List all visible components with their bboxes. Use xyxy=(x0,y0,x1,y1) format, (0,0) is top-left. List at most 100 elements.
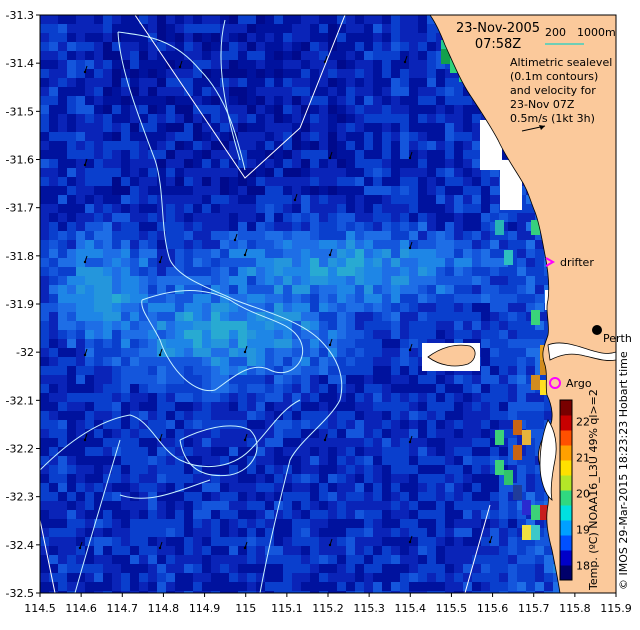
sst-cell xyxy=(49,249,58,258)
sst-cell xyxy=(310,510,319,519)
sst-cell xyxy=(274,141,283,150)
sst-cell xyxy=(256,114,265,123)
sst-cell xyxy=(76,114,85,123)
sst-cell xyxy=(103,141,112,150)
sst-cell xyxy=(220,105,229,114)
sst-cell xyxy=(58,555,67,564)
sst-cell xyxy=(76,555,85,564)
sst-cell xyxy=(85,267,94,276)
sst-cell xyxy=(409,24,418,33)
sst-cell xyxy=(418,186,427,195)
sst-cell xyxy=(112,519,121,528)
sst-cell xyxy=(274,24,283,33)
sst-cell xyxy=(292,150,301,159)
sst-cell xyxy=(364,357,373,366)
sst-cell xyxy=(175,78,184,87)
sst-cell xyxy=(454,195,463,204)
sst-cell xyxy=(121,357,130,366)
sst-cell xyxy=(319,384,328,393)
sst-cell xyxy=(193,150,202,159)
sst-cell xyxy=(373,15,382,24)
sst-cell xyxy=(256,231,265,240)
sst-cell xyxy=(409,15,418,24)
sst-cell xyxy=(175,429,184,438)
sst-cell xyxy=(256,438,265,447)
sst-cell xyxy=(373,330,382,339)
sst-cell xyxy=(508,510,517,519)
sst-cell xyxy=(274,429,283,438)
sst-cell xyxy=(364,474,373,483)
sst-cell xyxy=(391,510,400,519)
sst-cell xyxy=(58,33,67,42)
sst-cell xyxy=(400,213,409,222)
sst-cell xyxy=(175,42,184,51)
sst-cell xyxy=(139,60,148,69)
sst-cell xyxy=(103,456,112,465)
sst-cell xyxy=(166,375,175,384)
sst-cell xyxy=(445,78,454,87)
sst-cell xyxy=(103,15,112,24)
sst-cell xyxy=(265,411,274,420)
sst-cell xyxy=(400,60,409,69)
sst-cell xyxy=(526,573,535,582)
sst-cell xyxy=(283,456,292,465)
sst-cell xyxy=(193,87,202,96)
sst-cell xyxy=(256,141,265,150)
sst-cell xyxy=(130,204,139,213)
sst-cell xyxy=(364,456,373,465)
sst-cell xyxy=(328,366,337,375)
sst-cell xyxy=(49,456,58,465)
sst-cell xyxy=(301,267,310,276)
sst-cell xyxy=(409,177,418,186)
sst-cell xyxy=(445,204,454,213)
sst-cell xyxy=(175,186,184,195)
sst-cell xyxy=(58,240,67,249)
sst-cell xyxy=(256,240,265,249)
sst-cell xyxy=(202,384,211,393)
sst-cell xyxy=(301,258,310,267)
sst-cell xyxy=(328,141,337,150)
sst-cell xyxy=(247,114,256,123)
sst-cell xyxy=(463,393,472,402)
sst-cell xyxy=(427,195,436,204)
sst-cell xyxy=(112,528,121,537)
sst-cell xyxy=(337,105,346,114)
sst-cell xyxy=(166,402,175,411)
sst-cell xyxy=(265,96,274,105)
sst-cell xyxy=(49,42,58,51)
sst-cell xyxy=(337,537,346,546)
sst-cell xyxy=(463,375,472,384)
sst-cell xyxy=(148,465,157,474)
sst-cell xyxy=(328,87,337,96)
sst-cell xyxy=(193,141,202,150)
sst-cell xyxy=(67,276,76,285)
sst-cell xyxy=(391,501,400,510)
sst-cell xyxy=(391,393,400,402)
sst-cell xyxy=(418,96,427,105)
sst-cell xyxy=(76,411,85,420)
sst-cell xyxy=(508,231,517,240)
sst-cell xyxy=(454,303,463,312)
sst-cell xyxy=(490,249,499,258)
sst-cell xyxy=(103,348,112,357)
sst-cell xyxy=(166,456,175,465)
sst-cell xyxy=(49,492,58,501)
sst-cell xyxy=(391,24,400,33)
sst-cell xyxy=(94,492,103,501)
sst-cell xyxy=(49,375,58,384)
sst-cell xyxy=(418,204,427,213)
sst-cell xyxy=(76,204,85,213)
sst-cell xyxy=(328,69,337,78)
sst-cell xyxy=(184,195,193,204)
sst-cell xyxy=(139,294,148,303)
sst-cell xyxy=(346,501,355,510)
sst-cell xyxy=(517,519,526,528)
sst-cell xyxy=(373,447,382,456)
sst-cell xyxy=(517,384,526,393)
sst-cell xyxy=(184,294,193,303)
sst-cell xyxy=(202,348,211,357)
sst-cell xyxy=(49,564,58,573)
sst-cell xyxy=(391,213,400,222)
sst-cell xyxy=(283,492,292,501)
sst-cell xyxy=(409,375,418,384)
